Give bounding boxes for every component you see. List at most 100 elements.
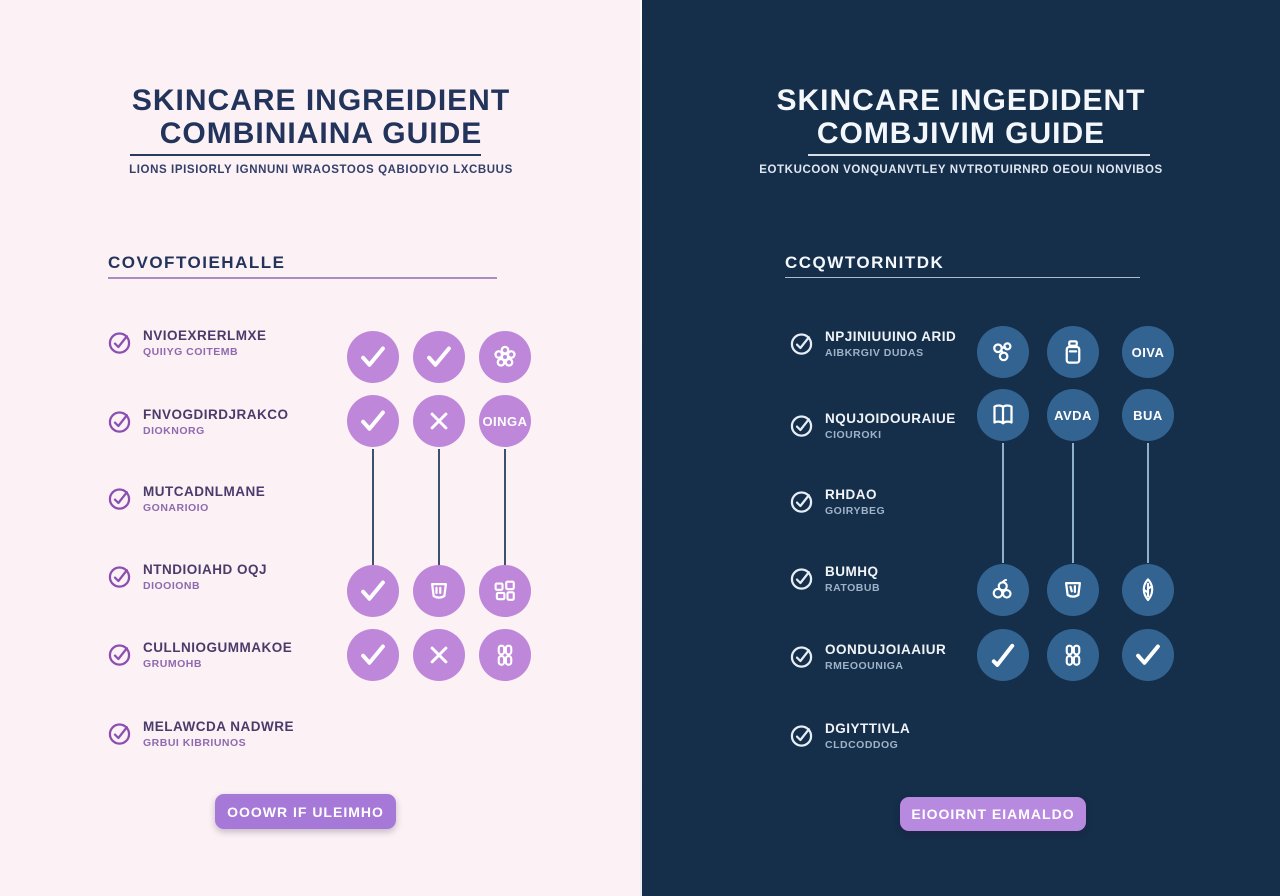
grid-cell: OINGA [479,395,531,447]
item-name: NTNDIOIAHD OQJ [143,562,268,577]
check-icon [361,580,385,601]
title-underline [808,154,1150,156]
item-desc: RMEOOUNIGA [825,660,904,672]
check-icon [361,410,385,431]
item-desc: AIBKRGIV DUDAS [825,347,924,359]
check-badge-icon [106,720,133,752]
list-item: OONDUJOIAAIUR RMEOOUNIGA [788,642,988,675]
page-title: SKINCARE INGREIDIENT COMBINIAINA GUIDE [0,84,642,150]
molecule-icon [993,342,1012,362]
item-desc: RATOBUB [825,582,881,594]
grid-cell: AVDA [1047,389,1099,441]
list-item: CULLNIOGUMMAKOE GRUMOHB [106,640,326,673]
item-name: FNVOGDIRDJRAKCO [143,407,289,422]
check-badge-icon [106,485,133,517]
connector-line [372,449,374,565]
cta-button[interactable]: EIOOIRNT EIAMALDO [900,797,1086,831]
list-item: DGIYTTIVLA CLDCODDOG [788,721,988,754]
grid-cell [1047,564,1099,616]
list-item: NTNDIOIAHD OQJ DIOOIONB [106,562,326,595]
item-name: MUTCADNLMANE [143,484,266,499]
panel-compatible-light: SKINCARE INGREIDIENT COMBINIAINA GUIDE L… [0,0,642,896]
item-name: NVIOEXRERLMXE [143,328,267,343]
item-desc: GOIRYBEG [825,505,886,517]
grid-cell [413,629,465,681]
item-name: MELAWCDA NADWRE [143,719,294,734]
grid-cell [413,331,465,383]
page-title: SKINCARE INGEDIDENT COMBJIVIM GUIDE [642,84,1280,150]
grid-cell [1122,564,1174,616]
item-desc: GRUMOHB [143,658,202,670]
pills-icon [1065,644,1081,666]
item-name: DGIYTTIVLA [825,721,911,736]
grid-cell: BUA [1122,389,1174,441]
grid-cell [1047,326,1099,378]
item-desc: DIOOIONB [143,580,201,592]
connector-line [504,449,506,565]
grid-cell [1122,629,1174,681]
section-underline [108,277,497,279]
berries-icon [992,578,1012,599]
grid-cell [347,331,399,383]
grid-cell [413,395,465,447]
item-name: CULLNIOGUMMAKOE [143,640,293,655]
check-badge-icon [106,563,133,595]
check-badge-icon [788,643,815,675]
grid-cell [479,629,531,681]
cross-icon [430,412,448,430]
list-item: FNVOGDIRDJRAKCO DIOKNORG [106,407,326,440]
title-line2: COMBJIVIM GUIDE [816,117,1106,150]
list-item: RHDAO GOIRYBEG [788,487,988,520]
list-item: NVIOEXRERLMXE QUIIYG COITEMB [106,328,326,361]
check-badge-icon [788,565,815,597]
section-underline [785,277,1140,278]
item-desc: GONARIOIO [143,502,209,514]
title-line2: COMBINIAINA GUIDE [159,117,483,150]
check-badge-icon [788,412,815,444]
grid-cell [1047,629,1099,681]
page-subtitle: LIONS IPISIORLY IGNNUNI WRAOSTOOS QABIOD… [129,164,513,176]
bottle-icon [1065,340,1081,364]
check-icon [361,644,385,665]
item-name: NPJINIUUINO ARID [825,329,957,344]
list-item: NQUJOIDOURAIUE CIOUROKI [788,411,988,444]
check-icon [427,346,451,367]
grid-cell [977,564,1029,616]
connector-line [1072,443,1074,563]
grid-cell [347,395,399,447]
blocks-icon [494,580,515,601]
check-badge-icon [788,330,815,362]
leaf-icon [1142,578,1154,602]
grid-cell [977,389,1029,441]
grid-cell-label: OINGA [482,413,528,429]
cup-icon [431,583,447,599]
item-name: OONDUJOIAAIUR [825,642,947,657]
list-item: BUMHQ RATOBUB [788,564,988,597]
panel-divider [640,0,642,896]
page-subtitle: EOTKUCOON VONQUANVTLEY NVTROTUIRNRD OEOU… [759,164,1163,176]
cta-button[interactable]: OOOWR IF ULEIMHO [215,794,396,829]
section-title: COVOFTOIEHALLE [108,253,286,272]
grid-cell [413,565,465,617]
book-icon [993,404,1013,425]
list-item: MUTCADNLMANE GONARIOIO [106,484,326,517]
item-desc: GRBUI KIBRIUNOS [143,737,247,749]
connector-line [1147,443,1149,563]
item-desc: CLDCODDOG [825,739,899,751]
grid-cell [479,565,531,617]
grid-cell [977,629,1029,681]
item-desc: DIOKNORG [143,425,205,437]
cross-icon [430,646,448,664]
item-desc: QUIIYG COITEMB [143,346,239,358]
grid-cell [977,326,1029,378]
list-item: MELAWCDA NADWRE GRBUI KIBRIUNOS [106,719,326,752]
grid-cell [347,565,399,617]
grid-cell [347,629,399,681]
check-badge-icon [788,722,815,754]
list-item: NPJINIUUINO ARID AIBKRGIV DUDAS [788,329,988,362]
item-name: BUMHQ [825,564,879,579]
connector-line [1002,443,1004,563]
title-underline [130,154,481,156]
pills-icon [497,644,513,666]
